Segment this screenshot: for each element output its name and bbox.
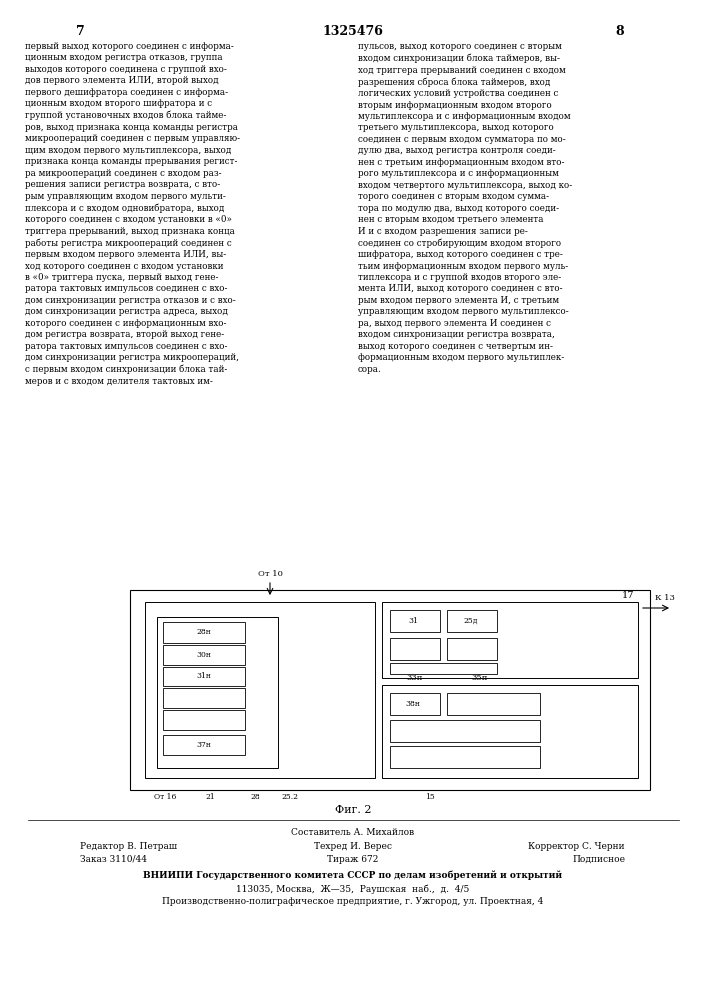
Text: 17: 17 [621, 591, 634, 600]
Text: К 13: К 13 [655, 594, 675, 602]
Text: 35п: 35п [472, 674, 489, 682]
Text: 1325476: 1325476 [322, 25, 383, 38]
Bar [447, 638, 497, 660]
Bar [390, 693, 440, 715]
Bar [447, 610, 497, 632]
Text: первый выход которого соединен с информа-
ционным входом регистра отказов, групп: первый выход которого соединен с информа… [25, 42, 240, 386]
Text: Производственно-полиграфическое предприятие, г. Ужгород, ул. Проектная, 4: Производственно-полиграфическое предприя… [163, 897, 544, 906]
Bar [163, 710, 245, 730]
Bar [130, 590, 650, 790]
Text: 21: 21 [205, 793, 215, 801]
Text: От 16: От 16 [154, 793, 176, 801]
Bar [163, 688, 245, 708]
Text: Корректор С. Черни: Корректор С. Черни [528, 842, 625, 851]
Bar [390, 720, 540, 742]
Text: 8: 8 [616, 25, 624, 38]
Text: 113035, Москва,  Ж—35,  Раушская  наб.,  д.  4/5: 113035, Москва, Ж—35, Раушская наб., д. … [236, 884, 469, 894]
Text: Подписное: Подписное [572, 855, 625, 864]
Text: 28: 28 [250, 793, 260, 801]
Text: пульсов, выход которого соединен с вторым
входом синхронизации блока таймеров, в: пульсов, выход которого соединен с вторы… [358, 42, 572, 374]
Bar [382, 602, 638, 678]
Text: 30н: 30н [197, 651, 211, 659]
Text: 25д: 25д [464, 617, 478, 625]
Bar [382, 685, 638, 778]
Bar [390, 638, 440, 660]
Text: ВНИИПИ Государственного комитета СССР по делам изобретений и открытий: ВНИИПИ Государственного комитета СССР по… [144, 871, 563, 880]
Bar [163, 667, 245, 686]
Text: 28н: 28н [197, 628, 211, 636]
Text: 25.2: 25.2 [281, 793, 298, 801]
Text: 31н: 31н [197, 672, 211, 680]
Text: Заказ 3110/44: Заказ 3110/44 [80, 855, 147, 864]
Text: Тираж 672: Тираж 672 [327, 855, 379, 864]
Text: Техред И. Верес: Техред И. Верес [314, 842, 392, 851]
Bar [163, 735, 245, 755]
Text: 33п: 33п [407, 674, 423, 682]
Text: 7: 7 [76, 25, 84, 38]
Bar [163, 645, 245, 665]
Text: Фиг. 2: Фиг. 2 [334, 805, 371, 815]
Text: 37н: 37н [197, 741, 211, 749]
Text: 15: 15 [425, 793, 435, 801]
Bar [390, 663, 497, 674]
Bar [145, 602, 375, 778]
Text: Составитель А. Михайлов: Составитель А. Михайлов [291, 828, 414, 837]
Bar [390, 610, 440, 632]
Text: Редактор В. Петраш: Редактор В. Петраш [80, 842, 177, 851]
Bar [390, 746, 540, 768]
Text: 31: 31 [408, 617, 418, 625]
Bar [163, 622, 245, 643]
Bar [157, 617, 278, 768]
Bar [447, 693, 540, 715]
Text: От 10: От 10 [257, 570, 282, 578]
Text: 38н: 38н [406, 700, 421, 708]
